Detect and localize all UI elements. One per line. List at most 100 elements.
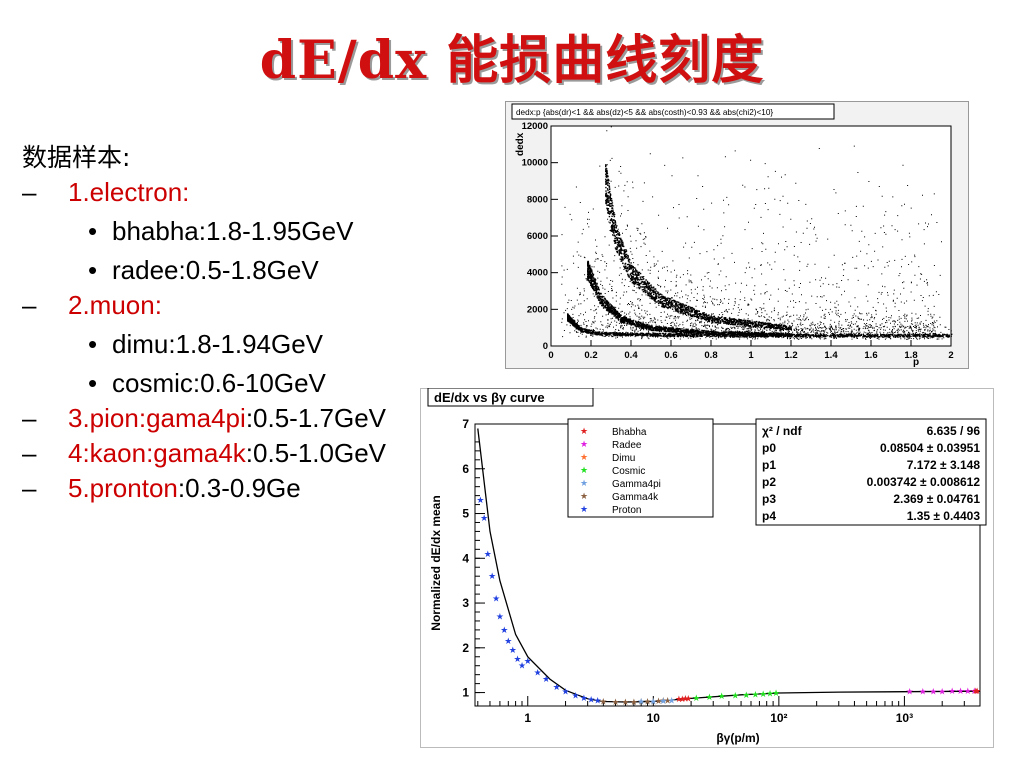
data-point: ★ (742, 690, 750, 700)
y-tick-label: 10000 (522, 158, 548, 169)
data-point: ★ (906, 687, 914, 697)
sub-bullet-item: • radee:0.5-1.8GeV (22, 255, 402, 286)
x-tick-label: 1.6 (864, 350, 877, 361)
data-point: ★ (476, 495, 484, 505)
item-detail: :0.5-1.0GeV (245, 438, 386, 468)
curve-axes: 1 10 10² 10³ 1 2 3 4 5 6 7 (462, 417, 981, 725)
bullet-items: – 1.electron: • bhabha:1.8-1.95GeV • radee:0… (22, 177, 402, 504)
data-point: ★ (766, 688, 774, 698)
plot-title: dedx:p {abs(dr)<1 && abs(dz)<5 && abs(co… (516, 108, 773, 117)
data-point: ★ (970, 686, 978, 696)
data-point: ★ (692, 693, 700, 703)
y-tick-label: 0 (543, 341, 548, 352)
fit-curve (477, 428, 981, 703)
data-point: ★ (562, 687, 570, 697)
sub-item-text: dimu:1.8-1.94GeV (112, 329, 324, 359)
data-point: ★ (973, 686, 981, 696)
data-point: ★ (630, 697, 638, 707)
stat-value: 2.369 ± 0.04761 (893, 492, 980, 506)
x-tick-label: 10² (770, 711, 787, 725)
plot-title: dE/dx vs βγ curve (434, 390, 545, 405)
stat-value: 6.635 / 96 (927, 424, 981, 438)
y-tick-label: 2000 (527, 304, 548, 315)
x-axis-label: βγ(p/m) (716, 731, 759, 745)
data-point: ★ (659, 696, 667, 706)
legend-marker: ★ (580, 478, 588, 488)
stat-value: 0.003742 ± 0.008612 (867, 475, 981, 489)
data-point: ★ (488, 571, 496, 581)
stat-value: 1.35 ± 0.4403 (907, 509, 981, 523)
data-point: ★ (668, 696, 676, 706)
data-point: ★ (964, 686, 972, 696)
data-point: ★ (948, 686, 956, 696)
legend-marker: ★ (580, 439, 588, 449)
x-axis-label: p (913, 357, 919, 368)
data-point: ★ (480, 513, 488, 523)
data-point: ★ (509, 645, 517, 655)
scatter-density (561, 126, 953, 341)
data-point: ★ (553, 682, 561, 692)
data-point: ★ (929, 687, 937, 697)
dot-marker: • (88, 329, 98, 359)
data-point: ★ (751, 689, 759, 699)
plot-title-box (427, 388, 594, 407)
stat-name: p1 (762, 458, 776, 472)
bullet-heading: 数据样本: (22, 143, 131, 172)
item-label: 1.electron: (68, 177, 190, 207)
data-point: ★ (492, 594, 500, 604)
stat-value: 7.172 ± 3.148 (907, 458, 981, 472)
x-tick-label: 0.8 (704, 350, 717, 361)
item-label: 5.pronton (68, 473, 178, 503)
x-tick-label: 1.4 (824, 350, 838, 361)
data-point: ★ (705, 692, 713, 702)
dedx-scatter-plot: dedx:p {abs(dr)<1 && abs(dz)<5 && abs(co… (505, 101, 969, 369)
stat-name: p2 (762, 475, 776, 489)
stats-box (755, 418, 987, 526)
scatter-axes: 0 0.2 0.4 0.6 0.8 1 1.2 1.4 1.6 1.8 2 0 2000 4000 6000… (522, 121, 954, 361)
x-tick-label: 0.6 (664, 350, 677, 361)
data-point: ★ (972, 686, 980, 696)
data-point: ★ (919, 687, 927, 697)
data-point: ★ (484, 549, 492, 559)
y-tick-label: 6000 (527, 231, 548, 242)
bullet-item: – 3.pion:gama4pi:0.5-1.7GeV (22, 403, 402, 434)
data-point: ★ (684, 693, 692, 703)
dot-marker: • (88, 255, 98, 285)
data-point: ★ (571, 691, 579, 701)
data-point: ★ (718, 691, 726, 701)
dash-marker: – (22, 177, 37, 207)
y-tick-label: 4000 (527, 268, 548, 279)
data-point: ★ (938, 687, 946, 697)
curve-points: ★★★★★★★★★★★★★★★ ★ ★ ★ ★★★ ★ ★ ★ ★★★★★★★ ★ ★ ★ ★★★★ ★ ★… (476, 495, 981, 707)
y-axis-label: dedx (515, 132, 526, 156)
bullet-item: – 2.muon: (22, 290, 402, 321)
sub-bullet-item: • dimu:1.8-1.94GeV (22, 329, 402, 360)
item-detail: :0.5-1.7GeV (245, 403, 387, 433)
dash-marker: – (22, 290, 37, 320)
stat-name: p3 (762, 492, 776, 506)
data-point: ★ (649, 697, 657, 707)
data-point: ★ (759, 689, 767, 699)
x-tick-label: 10 (647, 711, 661, 725)
dash-marker: – (22, 403, 37, 433)
item-detail: :0.3-0.9Ge (177, 473, 301, 503)
data-point: ★ (681, 693, 689, 703)
legend-marker: ★ (580, 491, 588, 501)
y-tick-label: 4 (462, 551, 469, 565)
data-point: ★ (587, 695, 595, 705)
data-point: ★ (496, 611, 504, 621)
data-point: ★ (518, 661, 526, 671)
data-point: ★ (524, 656, 532, 666)
data-point: ★ (675, 694, 683, 704)
data-point: ★ (957, 686, 965, 696)
data-point: ★ (514, 654, 522, 664)
item-label: 2.muon: (68, 290, 162, 320)
legend-label: Proton (612, 505, 641, 516)
dot-marker: • (88, 368, 98, 398)
stat-name: p0 (762, 441, 776, 455)
dash-marker: – (22, 438, 37, 468)
item-label: 4:kaon:gama4k (68, 438, 246, 468)
y-tick-label: 6 (462, 462, 469, 476)
bullet-item: – 5.pronton:0.3-0.9Ge (22, 473, 402, 504)
y-tick-label: 5 (462, 507, 469, 521)
